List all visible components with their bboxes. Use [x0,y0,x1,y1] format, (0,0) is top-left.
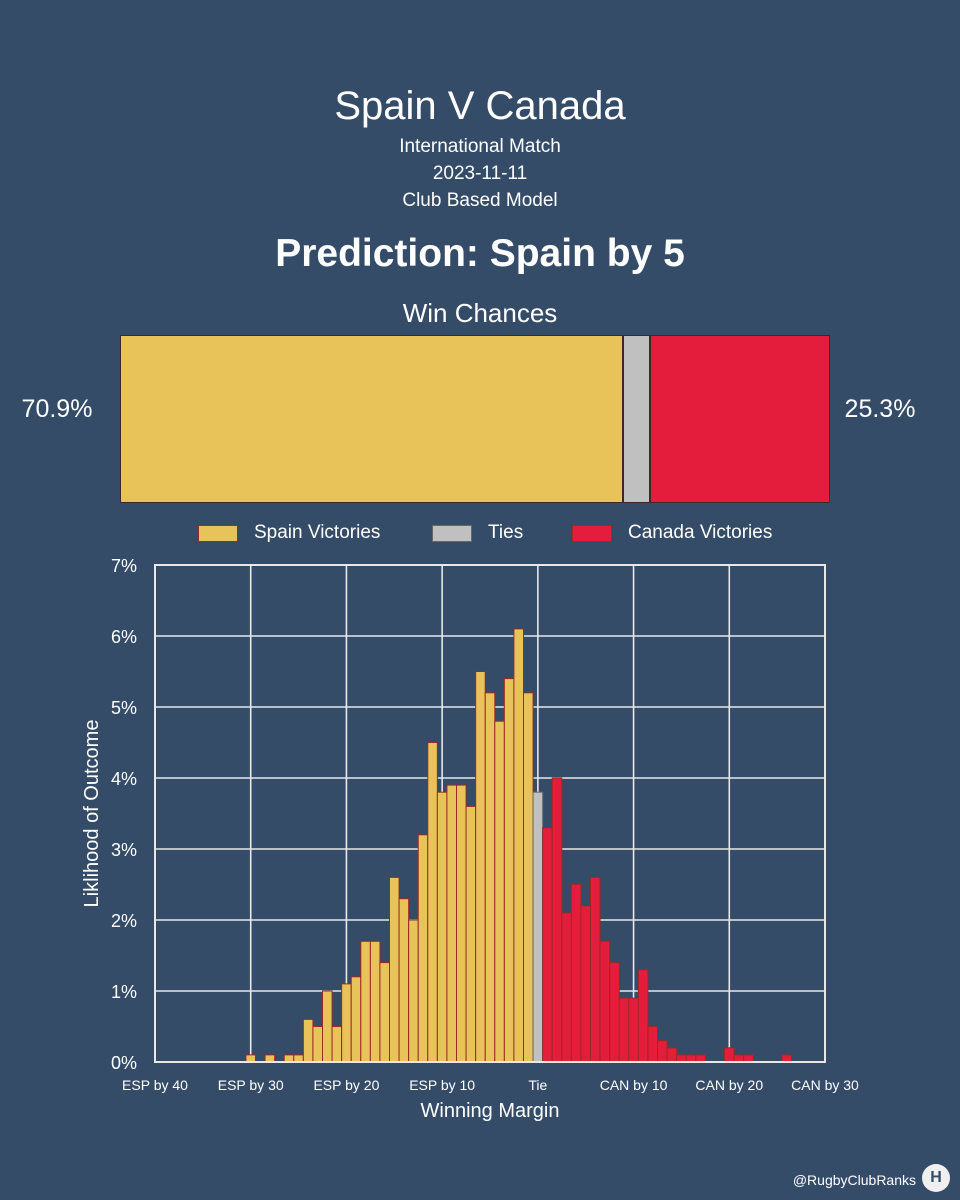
legend-item-spain: Spain Victories [198,522,380,544]
spain-bar [379,962,390,1063]
legend-label-spain: Spain Victories [254,522,381,543]
spain-bar [360,940,371,1063]
win-chances-bar [120,335,830,505]
spain-bar [245,1054,257,1063]
canada-bar [637,969,649,1063]
y-tick-label: 2% [111,911,137,931]
spain-bar [341,983,352,1063]
spain-bar [350,976,362,1063]
win-bar-canada-segment [650,335,830,503]
legend-swatch-canada [572,524,612,542]
legend-item-canada: Canada Victories [572,522,772,544]
spain-bar [417,834,429,1063]
y-tick-label: 5% [111,698,137,718]
win-chances-title: Win Chances [402,298,558,328]
canada-win-percent: 25.3% [844,395,916,423]
x-axis-label: Winning Margin [421,1100,560,1122]
chart-title: Spain V Canada [334,84,626,128]
y-tick-label: 0% [111,1053,137,1073]
legend-item-ties: Ties [432,522,523,544]
canada-bar [599,940,611,1063]
x-tick-label: ESP by 40 [122,1077,188,1093]
canada-bar [695,1054,706,1063]
spain-bar [398,898,410,1063]
canada-bar [590,876,601,1063]
canada-bar [570,884,582,1063]
canada-bar [609,962,620,1063]
prediction-text: Prediction: Spain by 5 [275,232,685,275]
canada-bar [657,1040,668,1063]
y-tick-label: 3% [111,840,137,860]
y-axis-label: Liklihood of Outcome [81,720,103,908]
spain-bar [475,671,486,1063]
canada-bar [542,827,553,1063]
spain-bar [283,1054,295,1063]
x-tick-label: Tie [528,1077,547,1093]
x-tick-label: CAN by 30 [791,1077,859,1093]
canada-bar [551,777,563,1063]
canada-bar [743,1054,754,1063]
legend-swatch-ties [432,524,472,542]
y-tick-label: 7% [111,556,137,576]
canada-bar [647,1026,659,1063]
match-type: International Match [399,136,561,157]
plot-frame [154,564,826,1063]
legend-label-canada: Canada Victories [628,522,773,543]
canada-bar [685,1054,697,1063]
spain-bar [465,805,477,1063]
spain-bar [503,678,515,1063]
legend-swatch-spain [198,524,238,542]
x-tick-label: ESP by 30 [218,1077,284,1093]
win-bar-tie-segment [623,335,651,503]
spain-bar [408,919,419,1063]
spain-bar [331,1026,343,1063]
spain-bar [369,940,381,1063]
x-tick-label: ESP by 20 [313,1077,379,1093]
spain-bar [494,720,505,1063]
spain-bar [302,1018,314,1063]
spain-bar [456,784,467,1063]
spain-bar [446,784,457,1063]
legend-label-ties: Ties [488,522,524,543]
spain-bar [322,990,333,1063]
spain-bar [293,1054,304,1063]
canada-bar [733,1054,745,1063]
spain-bar [312,1026,323,1063]
y-tick-label: 1% [111,982,137,1002]
y-tick-label: 6% [111,627,137,647]
canada-bar [676,1054,687,1063]
tie-bar [532,791,544,1063]
canada-bar [666,1047,678,1063]
spain-bar [427,742,438,1063]
x-tick-label: CAN by 20 [695,1077,763,1093]
legend: Spain Victories Ties Canada Victories [0,520,960,548]
canada-bar [618,997,630,1063]
canada-bar [628,997,639,1063]
spain-bar [264,1054,276,1063]
spain-bar [436,791,448,1063]
canada-bar [781,1054,793,1063]
win-bar-spain-segment [120,335,624,503]
x-tick-label: ESP by 10 [409,1077,475,1093]
match-date: 2023-11-11 [432,163,528,184]
spain-bar [523,692,534,1063]
spain-bar [484,692,496,1063]
canada-bar [561,912,572,1063]
brand-logo-icon: H [922,1164,950,1192]
y-tick-label: 4% [111,769,137,789]
spain-win-percent: 70.9% [21,395,93,423]
spain-bar [389,876,400,1063]
canada-bar [580,905,592,1063]
canada-bar [724,1047,735,1063]
spain-bar [513,628,525,1063]
margin-histogram: 0% 1% 2% 3% 4% 5% 6% 7% ESP by 40 ESP by 30 ESP by… [81,556,859,1122]
model-name: Club Based Model [402,190,558,211]
x-tick-label: CAN by 10 [600,1077,668,1093]
twitter-handle: @RugbyClubRanks [792,1172,916,1188]
